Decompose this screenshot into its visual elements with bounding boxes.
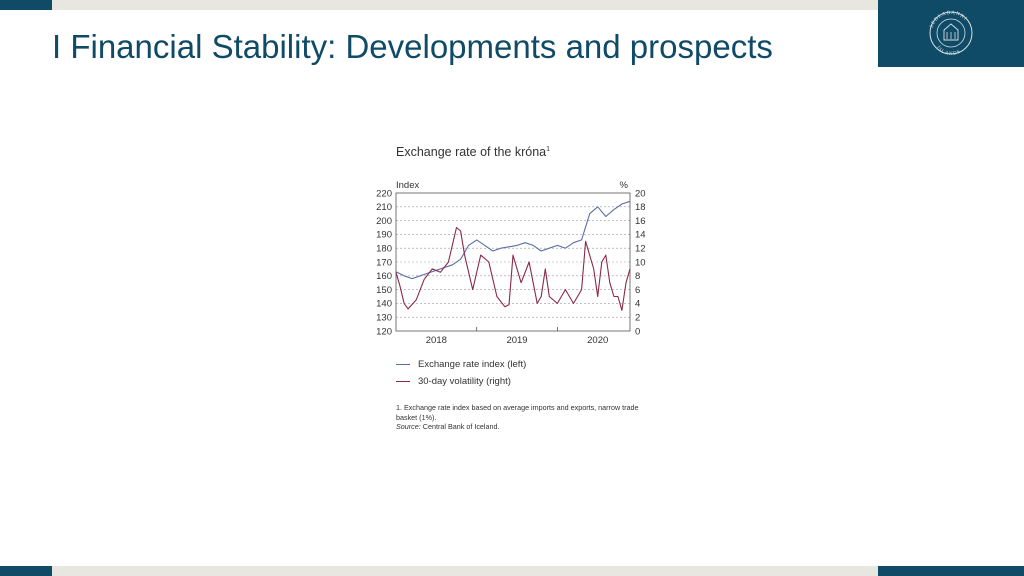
legend-label-index: Exchange rate index (left) [418,359,527,370]
series-line-volatility [395,226,631,311]
right-tick-label: 10 [635,257,646,268]
top-bar-accent [0,0,52,10]
left-axis-label: Index [396,180,419,191]
right-axis: 0 2 4 6 8 10 12 14 16 18 20% [620,180,646,337]
right-tick-label: 0 [635,326,640,337]
svg-text:ÍSLANDS: ÍSLANDS [935,44,962,57]
right-tick-label: 8 [635,271,640,282]
x-axis: 2018 2019 2020 [426,335,609,346]
source-label: Source: [396,422,421,431]
legend-swatch-volatility [396,380,410,383]
source-text: Central Bank of Iceland. [422,422,500,431]
legend-label-volatility: 30-day volatility (right) [418,376,511,387]
chart-title: Exchange rate of the króna1 [396,145,550,159]
legend-swatch-index [396,363,410,366]
right-tick-label: 6 [635,285,640,296]
plot-frame [395,192,631,332]
central-bank-seal-logo: SEÐLABANKI ÍSLANDS [929,10,973,57]
chart-grid [396,206,630,318]
right-tick-label: 4 [635,299,640,310]
right-tick-label: 14 [635,230,646,241]
legend-item-volatility: 30-day volatility (right) [396,376,511,387]
left-tick-label: 140 [376,299,392,310]
source-line: Source: Central Bank of Iceland. [396,422,656,432]
right-tick-label: 12 [635,244,646,255]
left-tick-label: 170 [376,257,392,268]
legend-item-index: Exchange rate index (left) [396,359,526,370]
chart-container: Exchange rate of the króna1 120 130 140 150… [350,135,670,445]
left-tick-label: 200 [376,216,392,227]
left-tick-label: 180 [376,244,392,255]
right-tick-label: 20 [635,188,646,199]
footnote-text: 1. Exchange rate index based on average … [396,403,639,422]
x-tick-label: 2019 [506,335,527,346]
chart-title-note: 1 [546,145,551,153]
chart-title-text: Exchange rate of the króna [396,145,547,159]
chart-footnote: 1. Exchange rate index based on average … [396,403,656,432]
left-tick-label: 220 [376,188,392,199]
x-tick-label: 2018 [426,335,447,346]
chart-series [395,200,631,311]
bottom-bar-accent-left [0,566,52,576]
left-tick-label: 210 [376,202,392,213]
bottom-bar [0,566,1024,576]
right-axis-label: % [620,180,629,191]
slide-title: I Financial Stability: Developments and … [52,28,773,65]
left-tick-label: 130 [376,313,392,324]
left-tick-label: 150 [376,285,392,296]
series-line-exchange-rate-index [395,200,631,280]
right-tick-label: 16 [635,216,646,227]
right-tick-label: 2 [635,313,640,324]
bottom-bar-accent-right [878,566,1024,576]
left-tick-label: 160 [376,271,392,282]
left-tick-label: 120 [376,326,392,337]
right-tick-label: 18 [635,202,646,213]
top-bar [0,0,1024,10]
left-axis: 120 130 140 150 160 170 180 190 200 210 220 Index [376,180,419,337]
left-tick-label: 190 [376,230,392,241]
x-tick-label: 2020 [587,335,608,346]
logo-box: SEÐLABANKI ÍSLANDS [878,0,1024,67]
chart-frame [395,192,631,332]
